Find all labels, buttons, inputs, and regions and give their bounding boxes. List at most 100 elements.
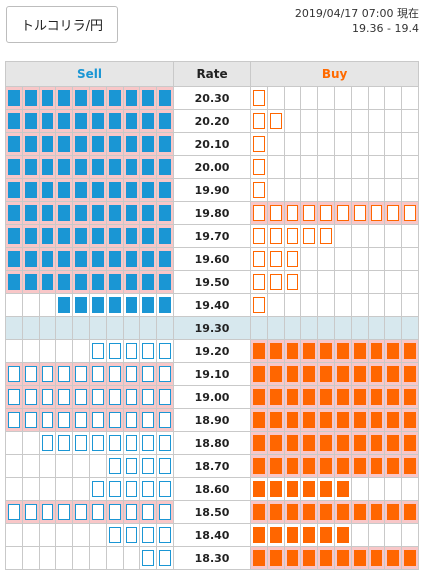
sell-cell — [38, 316, 57, 340]
sell-order-block — [125, 481, 138, 497]
rate-value: 20.10 — [173, 132, 252, 156]
buy-cell — [250, 155, 268, 179]
sell-cell — [55, 477, 74, 501]
sell-cell — [105, 408, 124, 432]
sell-cell — [122, 408, 141, 432]
buy-cell — [334, 109, 352, 133]
sell-cell — [105, 155, 124, 179]
buy-cell — [334, 224, 352, 248]
buy-order-block — [253, 251, 265, 267]
sell-order-block — [24, 205, 37, 221]
sell-cell — [156, 109, 175, 133]
buy-cell — [266, 408, 285, 432]
sell-order-block — [142, 159, 155, 175]
sell-cell — [21, 178, 40, 202]
rate-value: 18.50 — [173, 500, 252, 524]
sell-cell — [38, 224, 57, 248]
sell-order-block — [108, 343, 121, 359]
rate-range: 19.36 - 19.4 — [352, 22, 419, 35]
sell-cell — [5, 201, 23, 225]
sell-order-block — [108, 435, 121, 451]
sell-cell — [72, 155, 90, 179]
buy-cell — [283, 454, 302, 478]
sell-order-block — [58, 205, 71, 221]
buy-cell — [250, 385, 268, 409]
buy-cell — [300, 109, 319, 133]
buy-cell — [283, 224, 302, 248]
sell-cell — [5, 270, 23, 294]
sell-cell — [72, 477, 90, 501]
buy-order-block — [253, 297, 265, 313]
buy-order-block — [353, 458, 366, 474]
buy-order-block — [320, 412, 333, 428]
buy-cell — [317, 316, 336, 340]
buy-order-block — [370, 366, 383, 382]
buy-order-block — [269, 550, 282, 566]
buy-cell — [350, 201, 369, 225]
rate-value: 18.90 — [173, 408, 252, 432]
buy-cell — [283, 155, 302, 179]
sell-cell — [38, 385, 57, 409]
buy-cell — [384, 362, 403, 386]
sell-order-block — [125, 159, 138, 175]
buy-cell — [384, 293, 403, 317]
rate-value: 18.70 — [173, 454, 252, 478]
sell-order-block — [108, 366, 121, 382]
buy-cell — [250, 454, 268, 478]
buy-cell — [250, 431, 268, 455]
buy-order-block — [253, 159, 265, 175]
sell-cell — [105, 546, 124, 570]
sell-order-block — [125, 389, 138, 405]
buy-cell — [334, 477, 352, 501]
sell-order-block — [41, 274, 54, 290]
sell-order-block — [58, 504, 71, 520]
sell-cell — [55, 247, 74, 271]
buy-cell — [350, 385, 369, 409]
buy-cell — [367, 224, 386, 248]
buy-cell — [300, 270, 319, 294]
sell-cell — [55, 201, 74, 225]
sell-order-block — [24, 228, 37, 244]
sell-order-block — [108, 228, 121, 244]
sell-order-block — [142, 228, 155, 244]
currency-pair-button[interactable]: トルコリラ/円 — [6, 6, 118, 43]
sell-order-block — [24, 251, 37, 267]
buy-cell — [350, 454, 369, 478]
sell-cell — [156, 477, 175, 501]
buy-cell — [350, 523, 369, 547]
buy-order-block — [253, 343, 265, 359]
sell-order-block — [58, 159, 71, 175]
buy-order-block — [253, 366, 265, 382]
buy-cell — [350, 431, 369, 455]
buy-cell — [317, 431, 336, 455]
sell-cell — [88, 454, 107, 478]
sell-order-block — [8, 228, 20, 244]
sell-cell — [139, 247, 158, 271]
sell-order-block — [125, 205, 138, 221]
buy-cell — [334, 247, 352, 271]
buy-order-block — [404, 343, 417, 359]
sell-cell — [156, 339, 175, 363]
buy-order-block — [303, 205, 316, 221]
rate-row: 19.00 — [5, 385, 420, 409]
buy-cell — [334, 385, 352, 409]
buy-cell — [283, 408, 302, 432]
sell-cell — [105, 86, 124, 110]
sell-order-block — [41, 435, 54, 451]
buy-order-block — [404, 458, 417, 474]
sell-cell — [38, 362, 57, 386]
sell-order-block — [125, 90, 138, 106]
buy-cell — [250, 316, 268, 340]
sell-order-block — [125, 297, 138, 313]
sell-cell — [21, 86, 40, 110]
buy-cell — [300, 155, 319, 179]
sell-cell — [72, 109, 90, 133]
sell-cell — [38, 247, 57, 271]
rate-row: 18.30 — [5, 546, 420, 570]
rate-row: 18.40 — [5, 523, 420, 547]
buy-cell — [250, 293, 268, 317]
buy-order-block — [269, 458, 282, 474]
sell-cell — [88, 546, 107, 570]
buy-cell — [401, 86, 420, 110]
sell-cell — [88, 132, 107, 156]
